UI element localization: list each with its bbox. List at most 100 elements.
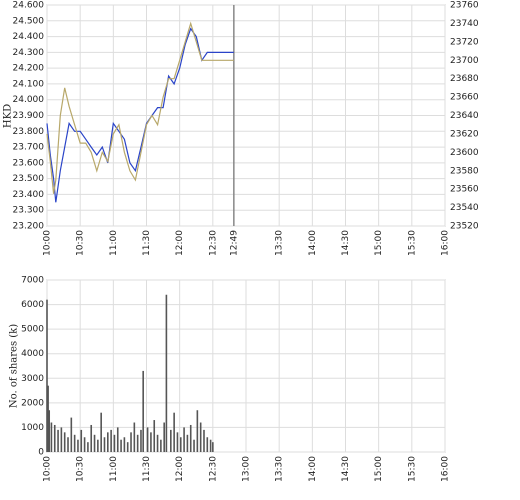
volume-bar	[103, 437, 106, 452]
volume-bar	[93, 434, 96, 452]
x-tick-label: 12:30	[208, 456, 218, 482]
y-tick-label: 6000	[21, 300, 44, 310]
volume-bar	[48, 410, 51, 452]
volume-bar	[50, 422, 53, 452]
y-tick-label: 23.500	[13, 174, 45, 184]
volume-bar	[83, 437, 86, 452]
x-tick-label: 12:30	[208, 230, 218, 256]
y-tick-label: 23.600	[13, 158, 45, 168]
y-tick-label: 1000	[21, 423, 44, 433]
x-tick-label: 10:00	[43, 230, 53, 256]
volume-bar	[183, 427, 185, 452]
volume-bar	[57, 429, 59, 452]
y-tick-label: 24.300	[13, 48, 45, 58]
y2-tick-label: 23720	[450, 37, 479, 47]
x-tick-label: 15:30	[407, 230, 417, 256]
x-tick-label: 14:00	[308, 230, 318, 256]
volume-bar	[203, 429, 205, 452]
x-tick-label: 14:00	[308, 456, 318, 482]
y2-tick-label: 23660	[450, 93, 479, 103]
y-tick-label: 23.300	[13, 206, 45, 216]
y2-tick-label: 23620	[450, 129, 479, 139]
y-tick-label: 23.800	[13, 127, 45, 137]
volume-bar	[116, 427, 119, 452]
volume-bar	[73, 434, 76, 452]
x-tick-label: 14:30	[341, 230, 351, 256]
y-tick-label: 0	[38, 448, 44, 458]
volume-bar	[153, 420, 156, 452]
volume-bar	[133, 422, 136, 452]
y-tick-label: 24.400	[13, 32, 45, 42]
x-tick-label: 10:30	[76, 230, 86, 256]
volume-bar	[160, 439, 162, 452]
y2-tick-label: 23540	[450, 203, 479, 213]
x-tick-label: 12:49	[229, 230, 239, 256]
volume-bar	[110, 429, 112, 452]
y2-tick-label: 23520	[450, 222, 479, 232]
volume-bar	[113, 434, 116, 452]
price-line	[46, 21, 234, 194]
x-tick-label: 16:00	[441, 456, 451, 482]
volume-bar	[193, 439, 195, 452]
y-tick-label: 23.200	[13, 222, 45, 232]
volume-bar	[107, 432, 109, 452]
x-tick-label: 11:00	[109, 230, 119, 256]
volume-bar	[70, 417, 73, 452]
x-tick-label: 10:00	[43, 456, 53, 482]
volume-bar	[156, 434, 159, 452]
y2-tick-label: 23740	[450, 19, 479, 29]
volume-bar	[170, 429, 172, 452]
volume-bar	[100, 412, 102, 452]
volume-bar	[60, 427, 63, 452]
x-tick-label: 14:30	[341, 456, 351, 482]
y-axis-title: HKD	[3, 104, 14, 128]
volume-bar	[46, 299, 48, 452]
volume-bar	[196, 410, 199, 452]
volume-bar	[47, 385, 49, 452]
volume-bar	[97, 439, 99, 452]
volume-bar	[90, 424, 93, 452]
y-tick-label: 24.500	[13, 16, 45, 26]
x-tick-label: 13:30	[275, 230, 285, 256]
y-tick-label: 3000	[21, 374, 44, 384]
x-tick-label: 15:00	[374, 230, 384, 256]
y-tick-label: 23.900	[13, 111, 45, 121]
volume-bar	[126, 442, 129, 452]
x-tick-label: 13:00	[242, 456, 252, 482]
y-tick-label: 7000	[21, 276, 44, 286]
y2-tick-label: 23580	[450, 166, 479, 176]
x-tick-label: 13:30	[275, 456, 285, 482]
volume-bar	[136, 434, 139, 452]
x-tick-label: 12:00	[175, 456, 185, 482]
volume-bar	[179, 437, 182, 452]
y-tick-label: 23.400	[13, 190, 45, 200]
volume-bar	[130, 432, 132, 452]
volume-bar	[80, 429, 83, 452]
volume-bar	[173, 412, 175, 452]
volume-bar	[186, 434, 189, 452]
y-tick-label: 24.100	[13, 79, 45, 89]
x-tick-label: 15:30	[407, 456, 417, 482]
volume-bar	[163, 422, 165, 452]
volume-bar	[165, 294, 168, 452]
y2-tick-label: 23680	[450, 74, 479, 84]
x-tick-label: 11:30	[142, 230, 152, 256]
volume-bar	[123, 437, 126, 452]
volume-bar	[77, 439, 79, 452]
volume-bar	[209, 439, 212, 452]
volume-bar	[206, 437, 209, 452]
y2-tick-label: 23560	[450, 185, 479, 195]
volume-bar	[63, 432, 66, 452]
y-tick-label: 5000	[21, 325, 44, 335]
x-tick-label: 15:00	[374, 456, 384, 482]
y-tick-label: 4000	[21, 349, 44, 359]
price-line	[46, 27, 234, 203]
x-tick-label: 11:00	[109, 456, 119, 482]
y-tick-label: 24.600	[13, 1, 45, 11]
x-tick-label: 12:00	[175, 230, 185, 256]
y2-tick-label: 23700	[450, 56, 479, 66]
y2-tick-label: 23600	[450, 148, 479, 158]
volume-bar	[150, 432, 152, 452]
volume-bar	[146, 427, 149, 452]
x-tick-label: 16:00	[441, 230, 451, 256]
